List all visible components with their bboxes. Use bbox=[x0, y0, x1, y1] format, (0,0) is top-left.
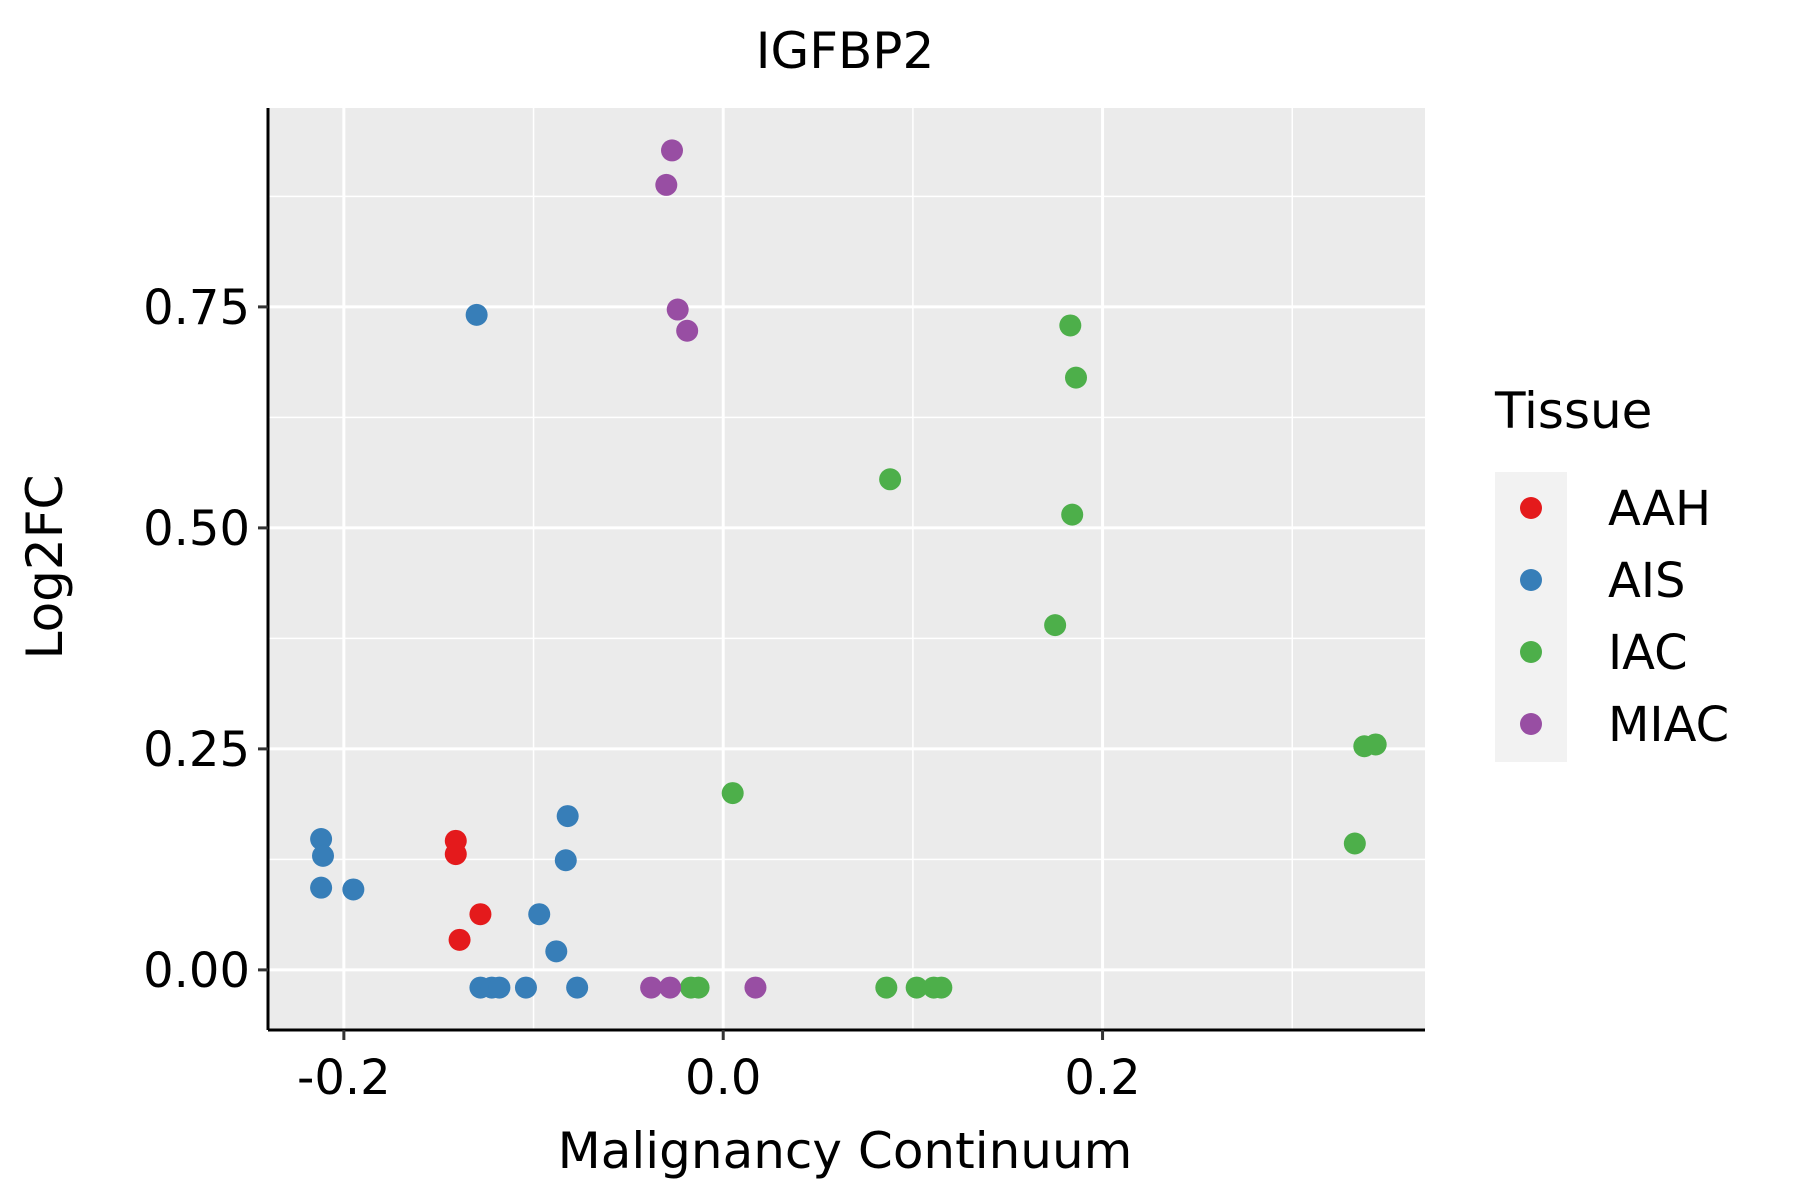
data-point-ais bbox=[312, 844, 335, 867]
y-tick-label: 0.25 bbox=[143, 722, 250, 778]
data-point-aah bbox=[444, 843, 467, 866]
data-point-aah bbox=[469, 903, 492, 926]
data-point-iac bbox=[1059, 314, 1082, 337]
y-tick-label: 0.75 bbox=[143, 280, 250, 336]
data-point-ais bbox=[465, 303, 488, 326]
legend-label-ais: AIS bbox=[1608, 553, 1685, 609]
data-point-iac bbox=[1065, 366, 1088, 389]
data-point-ais bbox=[310, 876, 333, 899]
chart-title: IGFBP2 bbox=[756, 22, 935, 80]
data-point-ais bbox=[566, 976, 589, 999]
legend-label-miac: MIAC bbox=[1608, 697, 1729, 753]
legend-key-iac bbox=[1520, 641, 1542, 663]
y-tick-label: 0.00 bbox=[143, 943, 250, 999]
data-point-ais bbox=[488, 976, 511, 999]
legend-title: Tissue bbox=[1494, 382, 1652, 440]
data-point-iac bbox=[1343, 832, 1366, 855]
plot-panel bbox=[268, 108, 1425, 1030]
data-point-aah bbox=[448, 928, 471, 951]
data-point-ais bbox=[514, 976, 537, 999]
data-point-ais bbox=[310, 828, 333, 851]
data-point-miac bbox=[744, 976, 767, 999]
data-point-miac bbox=[666, 298, 689, 321]
data-point-iac bbox=[1044, 614, 1067, 637]
x-axis-title: Malignancy Continuum bbox=[558, 1122, 1133, 1180]
data-point-iac bbox=[721, 782, 744, 805]
data-point-miac bbox=[659, 976, 682, 999]
legend: Tissue AAH AIS IAC MIAC bbox=[1494, 382, 1729, 762]
legend-key-ais bbox=[1520, 569, 1542, 591]
data-points bbox=[310, 139, 1387, 999]
x-tick-label: -0.2 bbox=[297, 1050, 391, 1106]
data-point-iac bbox=[1061, 503, 1084, 526]
data-point-ais bbox=[554, 849, 577, 872]
legend-key-miac bbox=[1520, 713, 1542, 735]
data-point-iac bbox=[879, 468, 902, 491]
data-point-miac bbox=[676, 319, 699, 342]
y-tick-label: 0.50 bbox=[143, 501, 250, 557]
x-tick-label: 0.2 bbox=[1064, 1050, 1140, 1106]
data-point-ais bbox=[556, 805, 579, 828]
data-point-miac bbox=[661, 139, 684, 162]
data-point-miac bbox=[655, 173, 678, 196]
data-point-iac bbox=[930, 976, 953, 999]
data-point-ais bbox=[528, 903, 551, 926]
major-gridlines bbox=[268, 108, 1425, 1030]
x-axis-ticks: -0.2 0.0 0.2 bbox=[297, 1030, 1141, 1106]
y-axis-ticks: 0.00 0.25 0.50 0.75 bbox=[143, 280, 268, 999]
legend-label-aah: AAH bbox=[1608, 481, 1711, 537]
x-tick-label: 0.0 bbox=[685, 1050, 761, 1106]
data-point-ais bbox=[342, 878, 365, 901]
legend-label-iac: IAC bbox=[1608, 625, 1688, 681]
data-point-iac bbox=[875, 976, 898, 999]
data-point-iac bbox=[1364, 733, 1387, 756]
data-point-ais bbox=[545, 940, 568, 963]
legend-key-aah bbox=[1520, 497, 1542, 519]
data-point-iac bbox=[905, 976, 928, 999]
data-point-miac bbox=[640, 976, 663, 999]
data-point-iac bbox=[687, 976, 710, 999]
y-axis-title: Log2FC bbox=[16, 475, 74, 660]
